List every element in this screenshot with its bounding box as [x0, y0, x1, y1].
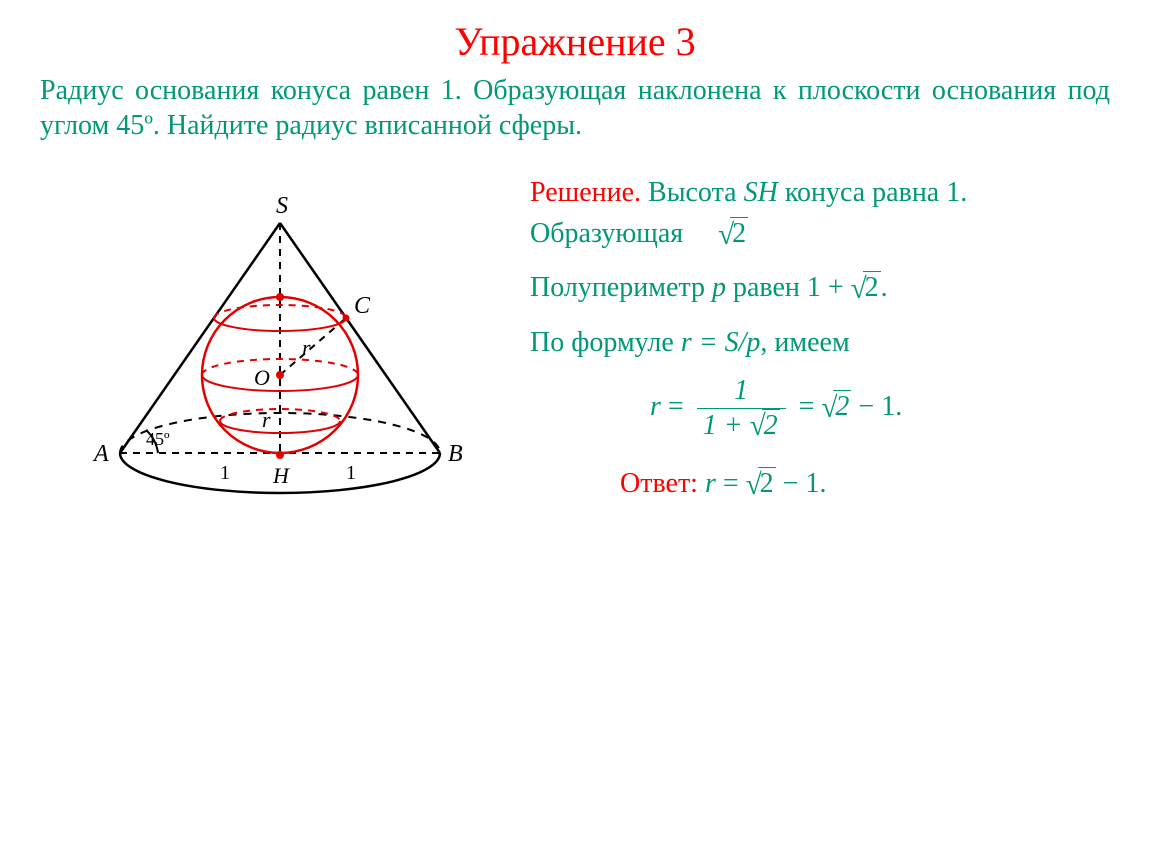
svg-text:r: r: [302, 335, 311, 360]
sol-1c: SH: [744, 177, 778, 208]
sol-1b: Высота: [641, 177, 744, 208]
eq2: =: [792, 391, 822, 422]
svg-text:S: S: [276, 193, 288, 219]
frac-num: 1: [697, 377, 786, 408]
exercise-title: Упражнение 3: [0, 0, 1150, 65]
sol-2c: равен: [726, 272, 807, 303]
main-formula: r = 1 1 + 2 = 2 − 1.: [530, 377, 1110, 440]
sol-3a: По формуле: [530, 327, 681, 358]
eq1: =: [661, 391, 691, 422]
sol-2a: Полупериметр: [530, 272, 712, 303]
ans-r: r: [705, 468, 716, 499]
svg-text:C: C: [354, 293, 371, 319]
svg-text:A: A: [92, 441, 109, 467]
sqrt2-3: 2: [821, 387, 851, 428]
svg-text:r: r: [262, 407, 271, 432]
content-row: S A B C O H r r 1 1 45º Решение. Высота …: [0, 143, 1150, 513]
r-var: r: [650, 391, 661, 422]
answer-block: Ответ: r = 2 − 1.: [530, 464, 1110, 505]
frac-den: 1 + 2: [697, 408, 786, 440]
solution-line-3: По формуле r = S/p, имеем: [530, 323, 1110, 364]
answer-label: Ответ:: [620, 468, 698, 499]
minus1: − 1.: [851, 391, 902, 422]
svg-text:H: H: [272, 463, 290, 488]
svg-text:O: O: [254, 365, 270, 390]
one-plus-1: 1 +: [807, 272, 851, 303]
sqrt2-4: 2: [746, 464, 776, 505]
svg-text:1: 1: [220, 462, 230, 484]
solution-label: Решение.: [530, 177, 641, 208]
svg-text:1: 1: [346, 462, 356, 484]
problem-text: Радиус основания конуса равен 1. Образую…: [0, 65, 1150, 143]
sqrt2-2: 2: [851, 268, 881, 309]
cone-sphere-diagram: S A B C O H r r 1 1 45º: [50, 173, 510, 513]
solution-column: Решение. Высота SH конуса равна 1. Образ…: [520, 173, 1110, 513]
svg-text:45º: 45º: [146, 429, 170, 449]
sqrt2-1: 2: [718, 214, 748, 255]
solution-line-1: Решение. Высота SH конуса равна 1. Образ…: [530, 173, 1110, 254]
sol-2b: p: [712, 272, 726, 303]
sol-3b: r = S/p: [681, 327, 761, 358]
ans-eq: =: [716, 468, 746, 499]
svg-text:B: B: [448, 441, 463, 467]
fraction: 1 1 + 2: [697, 377, 786, 440]
solution-line-2: Полупериметр p равен 1 + 2.: [530, 268, 1110, 309]
diagram-column: S A B C O H r r 1 1 45º: [40, 173, 520, 513]
ans-minus1: − 1.: [776, 468, 827, 499]
sol-3c: , имеем: [760, 327, 849, 358]
